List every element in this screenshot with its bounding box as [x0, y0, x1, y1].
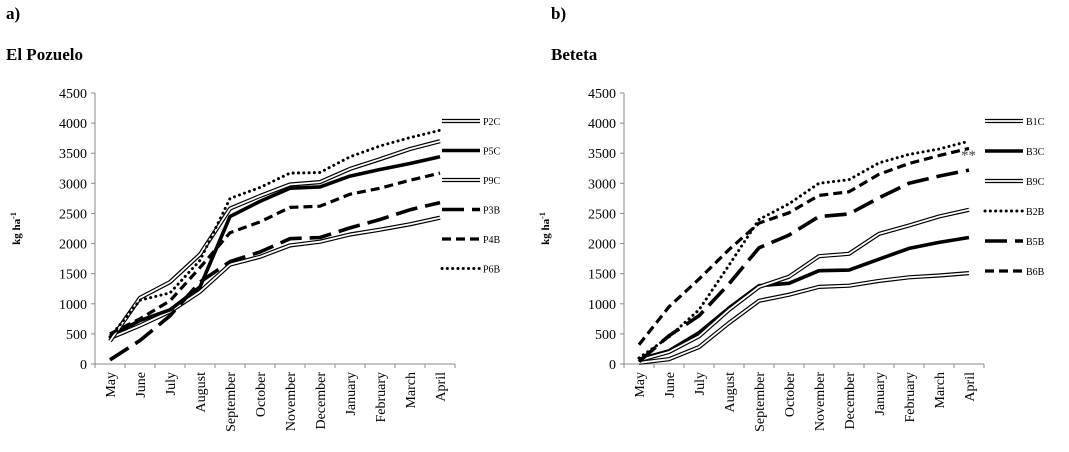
- series-line-inner-B9C: [638, 208, 970, 362]
- x-tick-label: December: [843, 372, 858, 430]
- series-line-B3C: [638, 235, 970, 361]
- y-tick-label: 1500: [59, 268, 87, 283]
- legend-label-P2C: P2C: [483, 117, 501, 128]
- x-tick-label: February: [903, 372, 918, 423]
- legend-label-P5C: P5C: [483, 147, 501, 158]
- chart-title: Beteta: [551, 45, 598, 64]
- series-line-inner-P9C: [109, 140, 441, 342]
- y-tick-label: 3500: [588, 147, 616, 162]
- legend-label-P3B: P3B: [483, 206, 501, 217]
- x-tick-label: November: [813, 372, 828, 431]
- y-axis-label: kg ha-1: [9, 212, 23, 245]
- y-tick-label: 2500: [59, 207, 87, 222]
- x-tick-label: November: [284, 372, 299, 431]
- y-tick-label: 3500: [59, 147, 87, 162]
- legend-label-P4B: P4B: [483, 235, 501, 246]
- legend-label-B3C: B3C: [1026, 147, 1045, 158]
- y-tick-label: 3000: [588, 177, 616, 192]
- x-tick-label: July: [693, 372, 708, 395]
- y-axis-label-superscript: -1: [9, 212, 18, 219]
- x-tick-label: April: [434, 372, 449, 402]
- y-tick-label: 0: [80, 358, 87, 373]
- chart-title: El Pozuelo: [6, 45, 83, 64]
- y-tick-label: 4500: [588, 87, 616, 102]
- series-line-inner-P2C: [109, 216, 441, 339]
- y-tick-label: 4000: [588, 117, 616, 132]
- legend-label-P6B: P6B: [483, 265, 501, 276]
- series-line-inner-B1C: [638, 272, 970, 364]
- y-tick-label: 2000: [59, 238, 87, 253]
- chart-panel-2: b) Beteta 0 500 1000 1500 2000 2500 3000 3500 4000…: [538, 4, 1045, 432]
- legend-label-B6B: B6B: [1026, 267, 1045, 278]
- legend-label-P9C: P9C: [483, 176, 501, 187]
- x-tick-label: September: [753, 372, 768, 432]
- chart-panel-1: a) El Pozuelo 0 500 1000 1500 2000 2500 3000 3500…: [6, 4, 501, 432]
- series-line-P4B: [109, 171, 441, 336]
- x-tick-label: August: [723, 372, 738, 413]
- x-tick-label: March: [404, 372, 419, 409]
- legend-label-B9C: B9C: [1026, 177, 1045, 188]
- y-tick-label: 0: [609, 358, 616, 373]
- series-line-P6B: [108, 128, 442, 339]
- x-tick-label: April: [963, 372, 978, 402]
- x-tick-label: December: [314, 372, 329, 430]
- x-tick-label: January: [873, 372, 888, 416]
- y-tick-label: 4500: [59, 87, 87, 102]
- x-tick-label: May: [633, 372, 648, 398]
- series-line-B6B: [637, 146, 970, 346]
- y-axis-label: kg ha-1: [538, 212, 552, 245]
- x-tick-label: March: [933, 372, 948, 409]
- x-tick-label: September: [224, 372, 239, 432]
- panel-label: b): [551, 4, 566, 23]
- legend-label-B5B: B5B: [1026, 237, 1045, 248]
- x-tick-label: May: [104, 372, 119, 398]
- significance-annotation: **: [961, 148, 976, 164]
- y-axis-label-superscript: -1: [538, 212, 547, 219]
- series-line-B2B: [637, 139, 971, 360]
- x-tick-label: August: [194, 372, 209, 413]
- legend-label-B1C: B1C: [1026, 117, 1045, 128]
- y-tick-label: 1000: [588, 298, 616, 313]
- legend-label-B2B: B2B: [1026, 207, 1045, 218]
- x-tick-label: October: [254, 372, 269, 417]
- y-tick-label: 4000: [59, 117, 87, 132]
- x-tick-label: June: [663, 372, 678, 398]
- y-tick-label: 1000: [59, 298, 87, 313]
- y-tick-label: 2000: [588, 238, 616, 253]
- panel-label: a): [6, 4, 20, 23]
- y-tick-label: 2500: [588, 207, 616, 222]
- series-line-P3B: [109, 200, 441, 362]
- y-tick-label: 500: [66, 328, 87, 343]
- x-tick-label: January: [344, 372, 359, 416]
- series-line-P2C: [109, 215, 441, 341]
- x-tick-label: June: [134, 372, 149, 398]
- x-tick-label: July: [164, 372, 179, 395]
- x-tick-label: October: [783, 372, 798, 417]
- x-tick-label: February: [374, 372, 389, 423]
- y-tick-label: 3000: [59, 177, 87, 192]
- series-line-B5B: [637, 168, 970, 363]
- series-line-P9C: [108, 139, 441, 343]
- y-tick-label: 1500: [588, 268, 616, 283]
- series-line-P5C: [109, 155, 441, 338]
- y-tick-label: 500: [595, 328, 616, 343]
